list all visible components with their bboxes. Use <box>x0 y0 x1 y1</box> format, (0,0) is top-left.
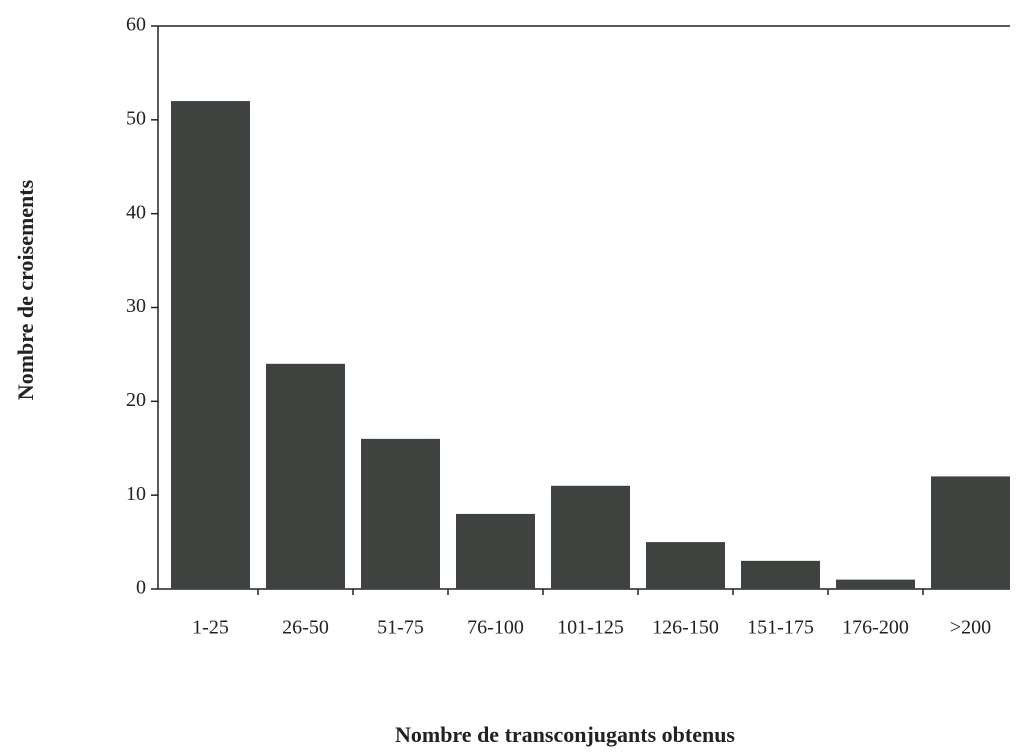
x-axis-label: Nombre de transconjugants obtenus <box>395 722 735 747</box>
x-tick-label: 151-175 <box>747 617 814 639</box>
bar <box>931 476 1010 589</box>
y-tick-label: 50 <box>126 107 146 129</box>
bar <box>456 513 535 589</box>
bar <box>551 485 630 589</box>
bar <box>361 438 440 589</box>
bar <box>836 579 915 589</box>
x-tick-label: 26-50 <box>282 617 329 639</box>
y-tick-label: 30 <box>126 295 146 317</box>
x-tick-label: 176-200 <box>842 617 909 639</box>
y-tick-label: 20 <box>126 389 146 411</box>
bar <box>741 560 820 589</box>
y-tick-label: 60 <box>126 14 146 36</box>
y-axis-label: Nombre de croisements <box>13 179 38 400</box>
y-tick-label: 10 <box>126 483 146 505</box>
x-tick-label: 101-125 <box>557 617 624 639</box>
bar <box>266 363 345 589</box>
y-tick-label: 40 <box>126 201 146 223</box>
y-tick-label: 0 <box>136 577 146 599</box>
x-tick-label: 126-150 <box>652 617 719 639</box>
x-tick-label: 1-25 <box>192 617 229 639</box>
bar <box>171 101 250 590</box>
x-tick-label: 76-100 <box>467 617 524 639</box>
bar <box>646 542 725 589</box>
x-tick-label: 51-75 <box>377 617 424 639</box>
x-tick-label: >200 <box>950 617 991 639</box>
